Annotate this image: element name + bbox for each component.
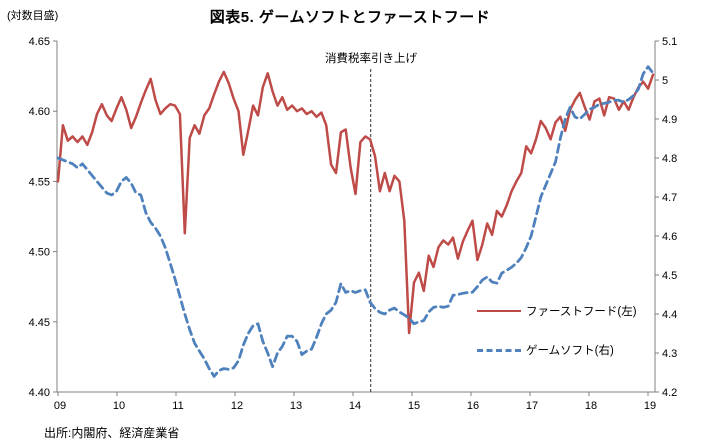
x-axis-tick-label: 12 <box>231 400 243 412</box>
x-axis-tick-label: 11 <box>172 400 183 412</box>
x-axis-tick-label: 18 <box>585 400 597 412</box>
x-axis-tick-label: 10 <box>113 400 125 412</box>
left-axis-unit-label: (対数目盛) <box>7 10 59 22</box>
fast-food-line <box>56 70 655 335</box>
legend-item-fast-food: ファーストフード(左) <box>477 298 637 324</box>
left-axis-tick-label: 4.45 <box>29 317 50 329</box>
chart-title: 図表5. ゲームソフトとファーストフード <box>209 9 491 26</box>
left-axis-tick-label: 4.65 <box>29 36 50 48</box>
right-axis-tick-label: 5.1 <box>662 36 677 48</box>
left-axis-tick-label: 4.55 <box>29 176 50 188</box>
x-axis-tick-label: 13 <box>290 400 302 412</box>
right-axis-tick-label: 4.6 <box>662 231 677 243</box>
legend-label-fast-food: ファーストフード(左) <box>526 306 637 318</box>
right-axis-tick-label: 4.3 <box>662 348 677 360</box>
legend-item-game-software: ゲームソフト(右) <box>477 337 637 363</box>
x-axis-tick-label: 14 <box>349 400 361 412</box>
game-software-line <box>56 65 655 378</box>
right-axis-tick-label: 4.8 <box>662 153 677 165</box>
x-axis-tick-label: 16 <box>467 400 479 412</box>
legend-label-game-software: ゲームソフト(右) <box>526 345 614 357</box>
x-axis-tick-label: 19 <box>644 400 656 412</box>
left-axis-tick-label: 4.50 <box>29 247 50 259</box>
game-software-line-swatch <box>477 348 521 352</box>
right-axis-tick-label: 5 <box>662 75 668 87</box>
left-axis-tick-label: 4.60 <box>29 106 50 118</box>
x-axis-tick-label: 17 <box>526 400 538 412</box>
left-axis-tick-label: 4.40 <box>29 387 50 399</box>
right-axis-tick-label: 4.5 <box>662 270 677 282</box>
x-axis-tick-label: 15 <box>408 400 420 412</box>
fast-food-line-swatch <box>477 310 521 312</box>
right-axis-tick-label: 4.9 <box>662 114 677 126</box>
right-axis-tick-label: 4.2 <box>662 387 677 399</box>
tax-hike-annotation: 消費税率引き上げ <box>325 53 417 65</box>
right-axis-tick-label: 4.7 <box>662 192 677 204</box>
right-axis-tick-label: 4.4 <box>662 309 677 321</box>
x-axis-tick-label: 09 <box>54 400 66 412</box>
legend: ファーストフード(左) ゲームソフト(右) <box>477 298 637 376</box>
source-note: 出所:内閣府、経済産業省 <box>44 426 180 440</box>
